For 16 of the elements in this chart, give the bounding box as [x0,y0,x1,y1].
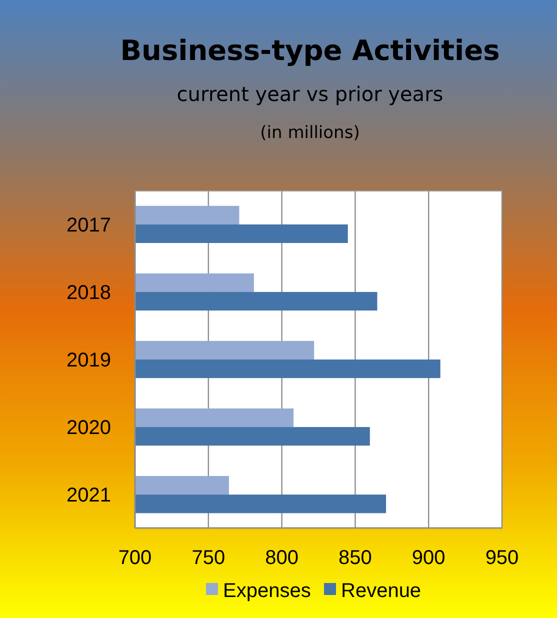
chart-subtitle: current year vs prior years [176,82,444,106]
y-tick-label: 2019 [66,350,111,372]
chart-title: Business-type Activities [120,34,500,67]
x-tick-label: 950 [485,547,519,569]
x-tick-label: 900 [412,547,446,569]
legend-label: Expenses [223,580,311,602]
y-tick-label: 2017 [66,214,111,236]
text: (in millions) [260,123,360,143]
y-tick-label: 2018 [66,282,111,304]
y-tick-label: 2020 [66,417,111,440]
x-tick-label: 800 [265,547,298,569]
x-tick-label: 850 [338,547,372,569]
legend-label: Revenue [341,580,422,602]
x-tick-label: 700 [118,547,152,569]
y-tick-label: 2021 [66,484,111,507]
x-tick-label: 750 [192,547,226,569]
